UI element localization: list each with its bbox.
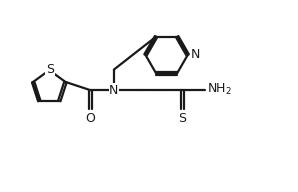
Text: O: O <box>86 112 95 125</box>
Text: N: N <box>191 48 200 61</box>
Text: NH$_2$: NH$_2$ <box>207 82 232 97</box>
Text: S: S <box>179 112 187 125</box>
Text: N: N <box>109 84 119 97</box>
Text: S: S <box>46 63 54 76</box>
